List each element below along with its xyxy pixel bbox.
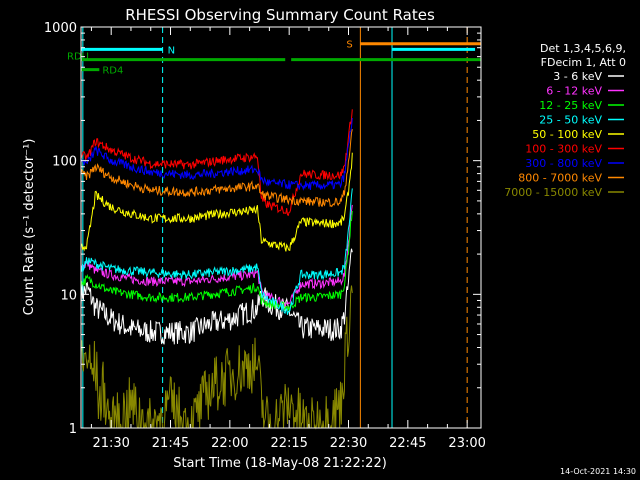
legend-label-7: 300 - 800 keV (525, 157, 602, 170)
series-line-9 (80, 285, 353, 430)
legend-header-0: Det 1,3,4,5,6,9, (540, 42, 626, 55)
series-line-7 (80, 117, 353, 191)
y-tick-label-0: 1 (69, 422, 77, 437)
series-line-5 (80, 152, 353, 252)
plot-area: RDU RD4 N S (67, 27, 481, 430)
series-line-4 (80, 188, 353, 315)
legend: Det 1,3,4,5,6,9,FDecim 1, Att 03 - 6 keV… (504, 42, 626, 199)
axes: 1 10 100 1000 21:30 21:45 22:00 22:15 22:30 22:45… (44, 21, 486, 451)
flag-label-rd4: RD4 (102, 66, 123, 77)
x-tick-label-2: 22:00 (211, 436, 248, 451)
x-tick-label-5: 22:45 (389, 436, 426, 451)
flag-label-n: N (168, 45, 175, 56)
legend-label-4: 25 - 50 keV (539, 114, 602, 127)
flag-label-rdu: RDU (67, 52, 89, 63)
y-axis-label: Count Rate (s⁻¹ detector⁻¹) (22, 139, 37, 316)
legend-label-2: 6 - 12 keV (546, 85, 602, 98)
y-tick-label-3: 1000 (44, 21, 77, 36)
legend-label-6: 100 - 300 keV (525, 143, 602, 156)
legend-label-3: 12 - 25 keV (539, 99, 602, 112)
legend-label-5: 50 - 100 keV (532, 128, 602, 141)
y-tick-label-2: 100 (52, 155, 77, 170)
x-tick-label-4: 22:30 (330, 436, 367, 451)
series-line-6 (80, 109, 353, 217)
series-line-1 (80, 248, 353, 345)
flag-label-s: S (346, 40, 352, 51)
legend-label-8: 800 - 7000 keV (518, 172, 602, 185)
x-axis-label: Start Time (18-May-08 21:22:22) (173, 456, 387, 471)
x-tick-label-1: 21:45 (152, 436, 189, 451)
x-tick-label-3: 22:15 (270, 436, 307, 451)
series-line-3 (80, 210, 353, 312)
footer-timestamp: 14-Oct-2021 14:30 (560, 467, 636, 476)
plot-frame (80, 26, 482, 429)
x-tick-label-0: 21:30 (92, 436, 129, 451)
chart-title: RHESSI Observing Summary Count Rates (125, 6, 435, 24)
x-tick-label-6: 23:00 (448, 436, 485, 451)
legend-header-1: FDecim 1, Att 0 (541, 56, 626, 69)
series-line-8 (80, 129, 353, 208)
legend-label-1: 3 - 6 keV (553, 70, 602, 83)
series-line-2 (80, 204, 353, 308)
y-tick-label-1: 10 (60, 288, 77, 303)
legend-label-9: 7000 - 15000 keV (504, 186, 602, 199)
